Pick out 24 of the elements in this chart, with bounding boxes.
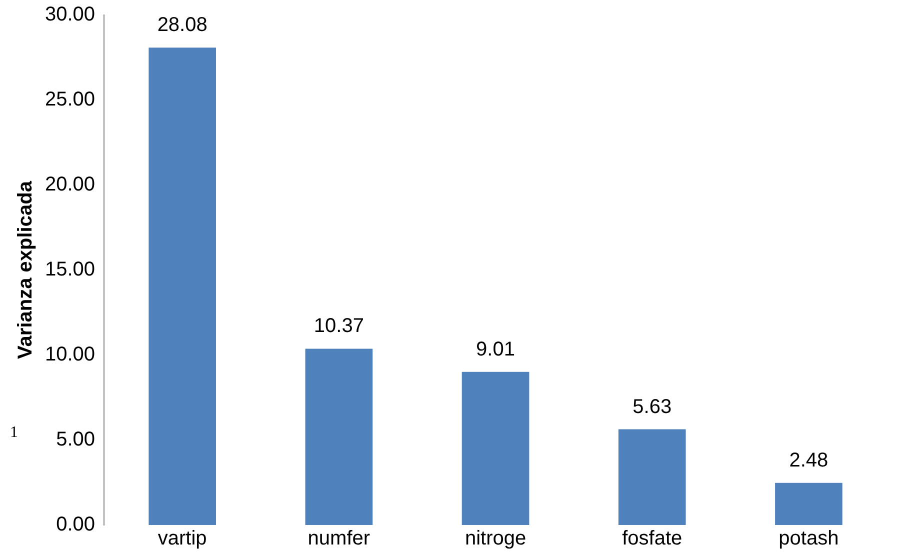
x-tick-label: nitroge bbox=[464, 528, 526, 550]
x-tick-label: fosfate bbox=[622, 528, 682, 550]
y-tick-label: 25.00 bbox=[44, 88, 96, 111]
data-label: 2.48 bbox=[789, 449, 828, 472]
data-label: 10.37 bbox=[314, 315, 364, 338]
bar bbox=[305, 348, 373, 525]
y-axis-title: Varianza explicada bbox=[14, 180, 37, 359]
data-label: 9.01 bbox=[476, 338, 515, 360]
y-tick-label: 10.00 bbox=[44, 344, 96, 366]
x-tick-label: numfer bbox=[308, 528, 370, 550]
y-tick-label: 15.00 bbox=[44, 258, 96, 281]
x-tick-label: vartip bbox=[158, 528, 207, 550]
y-tick-label: 5.00 bbox=[56, 428, 96, 451]
data-label: 28.08 bbox=[157, 14, 208, 36]
data-label: 5.63 bbox=[632, 396, 672, 418]
y-tick-label: 0.00 bbox=[56, 514, 96, 536]
x-tick-label: potash bbox=[778, 528, 839, 550]
bar bbox=[618, 429, 686, 525]
bar bbox=[775, 482, 842, 525]
y-tick-label: 30.00 bbox=[44, 4, 96, 26]
y-tick-label: 20.00 bbox=[44, 174, 96, 196]
text: 1 bbox=[10, 424, 18, 442]
bar bbox=[462, 372, 530, 525]
bar bbox=[148, 48, 216, 525]
